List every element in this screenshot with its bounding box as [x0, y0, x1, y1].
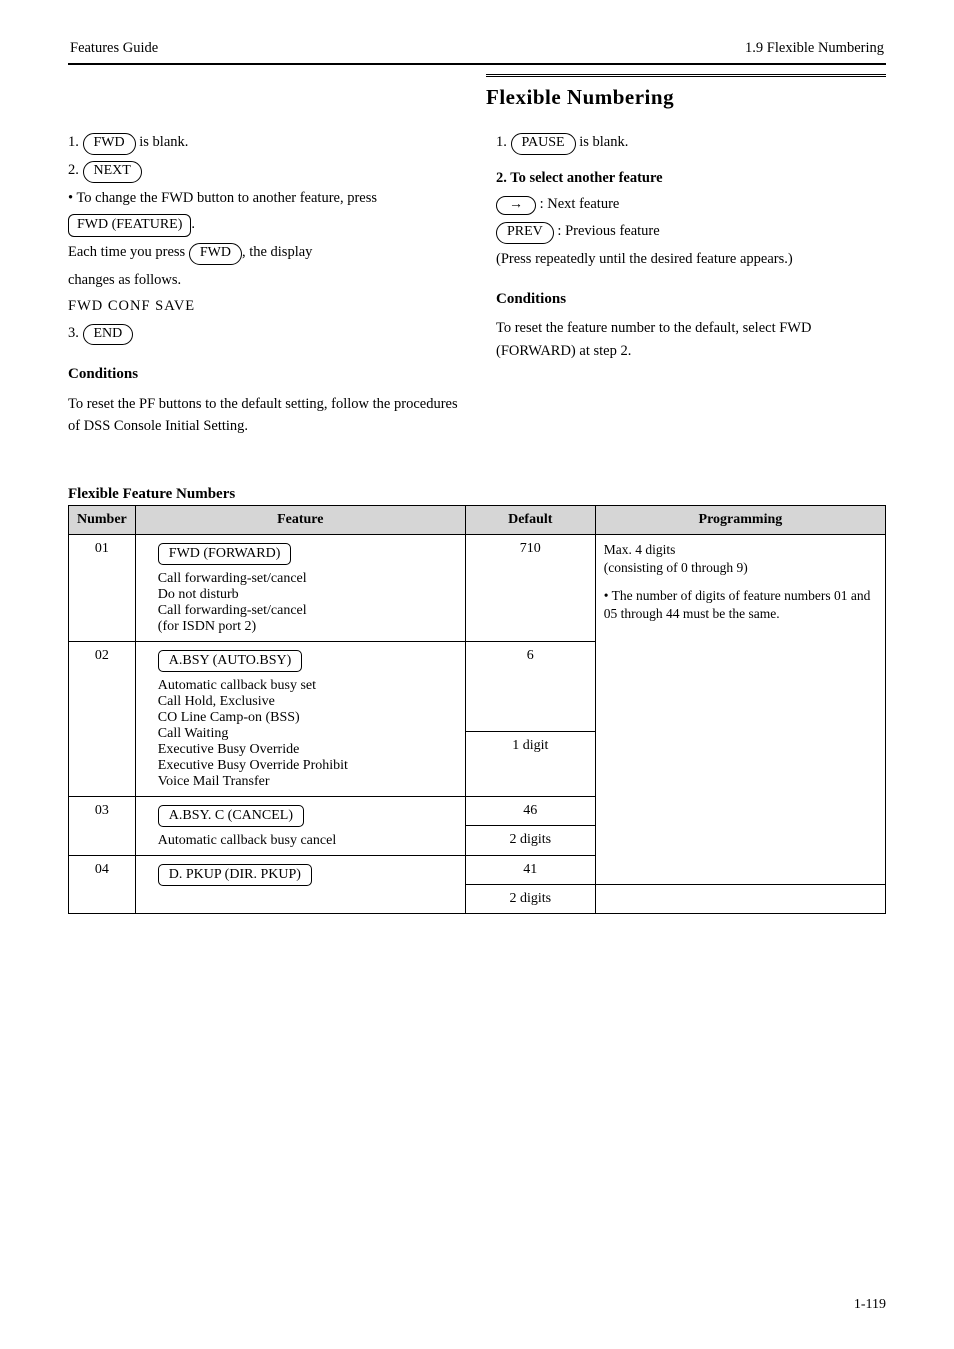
op1-tail: is blank. [139, 134, 188, 150]
col-number: Number [69, 505, 136, 534]
spacer [604, 577, 877, 587]
op2-line3b: the display [249, 244, 312, 260]
feat-line: Voice Mail Transfer [158, 774, 457, 790]
left-column: 1. FWD is blank. 2. NEXT • To change the… [68, 131, 458, 442]
end-button[interactable]: END [83, 324, 134, 346]
feat-line: Automatic callback busy cancel [158, 833, 457, 849]
cell-default: 1 digit [465, 731, 595, 796]
op2-line2a: • To change the FWD button to another fe… [68, 190, 377, 206]
cell-num: 03 [69, 796, 136, 855]
pause-button[interactable]: PAUSE [511, 133, 576, 155]
op1-prefix: 1. [68, 134, 79, 150]
page-number: 1-119 [854, 1297, 886, 1313]
arrow-next-button[interactable]: → [496, 196, 536, 215]
feat-line: (for ISDN port 2) [158, 619, 457, 635]
right-column: 1. PAUSE is blank. 2. To select another … [496, 131, 886, 442]
cell-default: 46 [465, 796, 595, 826]
r-op1-tail: is blank. [579, 134, 628, 150]
right-conditions: To reset the feature number to the defau… [496, 317, 886, 362]
op2-line3a: Each time you press [68, 244, 189, 260]
section-title: Flexible Numbering [486, 74, 886, 110]
r-op2-h: 2. To select another feature [496, 167, 886, 189]
cell-num: 04 [69, 855, 136, 913]
feat-line: Executive Busy Override [158, 742, 457, 758]
header-right: 1.9 Flexible Numbering [745, 40, 884, 57]
cell-default: 6 [465, 641, 595, 731]
feat-line: CO Line Camp-on (BSS) [158, 710, 457, 726]
feature-table: Number Feature Default Programming 01 FW… [68, 505, 886, 914]
feature-box: D. PKUP (DIR. PKUP) [158, 864, 312, 886]
op2-prefix: 2. [68, 162, 79, 178]
table-header-row: Number Feature Default Programming [69, 505, 886, 534]
cell-programming: Max. 4 digits (consisting of 0 through 9… [595, 534, 885, 884]
cell-num: 01 [69, 534, 136, 641]
header-rule [68, 63, 886, 65]
left-conditions: To reset the PF buttons to the default s… [68, 393, 458, 438]
cell-default: 2 digits [465, 884, 595, 913]
cell-num: 02 [69, 641, 136, 796]
prog-line: Max. 4 digits [604, 541, 877, 559]
table-title: Flexible Feature Numbers [68, 486, 886, 503]
col-default: Default [465, 505, 595, 534]
fwd-button[interactable]: FWD [83, 133, 136, 155]
feat-line: Call Hold, Exclusive [158, 694, 457, 710]
cell-programming-empty [595, 884, 885, 913]
feature-box: A.BSY. C (CANCEL) [158, 805, 304, 827]
right-conditions-h: Conditions [496, 288, 886, 311]
next-button[interactable]: NEXT [83, 161, 142, 183]
op3-prefix: 3. [68, 325, 79, 341]
fwd-feature-button[interactable]: FWD (FEATURE) [68, 214, 191, 237]
col-programming: Programming [595, 505, 885, 534]
header-left: Features Guide [70, 40, 158, 57]
op2-line5: FWD CONF SAVE [68, 295, 458, 317]
feat-line: Do not disturb [158, 587, 457, 603]
r-op2-tail1: : Next feature [540, 196, 620, 212]
prog-line: (consisting of 0 through 9) [604, 559, 877, 577]
cell-feature: A.BSY. C (CANCEL) Automatic callback bus… [135, 796, 465, 855]
cell-default: 2 digits [465, 826, 595, 856]
left-conditions-h: Conditions [68, 363, 458, 386]
r-op2-note: (Press repeatedly until the desired feat… [496, 248, 886, 270]
feature-box: FWD (FORWARD) [158, 543, 292, 565]
op2-line4: changes as follows. [68, 269, 458, 291]
cell-feature: FWD (FORWARD) Call forwarding-set/cancel… [135, 534, 465, 641]
cell-default: 710 [465, 534, 595, 641]
feat-line: Call forwarding-set/cancel [158, 571, 457, 587]
cell-feature: A.BSY (AUTO.BSY) Automatic callback busy… [135, 641, 465, 796]
r-op1-prefix: 1. [496, 134, 507, 150]
feat-line: Call Waiting [158, 726, 457, 742]
feat-line: Call forwarding-set/cancel [158, 603, 457, 619]
cell-default: 41 [465, 855, 595, 884]
r-op2-tail2: : Previous feature [557, 223, 659, 239]
col-feature: Feature [135, 505, 465, 534]
prev-button[interactable]: PREV [496, 222, 554, 244]
fwd-button-2[interactable]: FWD [189, 243, 242, 265]
feat-line: Executive Busy Override Prohibit [158, 758, 457, 774]
table-row: 01 FWD (FORWARD) Call forwarding-set/can… [69, 534, 886, 641]
feat-line: Automatic callback busy set [158, 678, 457, 694]
prog-line: • The number of digits of feature number… [604, 587, 877, 623]
feature-box: A.BSY (AUTO.BSY) [158, 650, 303, 672]
cell-feature: D. PKUP (DIR. PKUP) [135, 855, 465, 913]
